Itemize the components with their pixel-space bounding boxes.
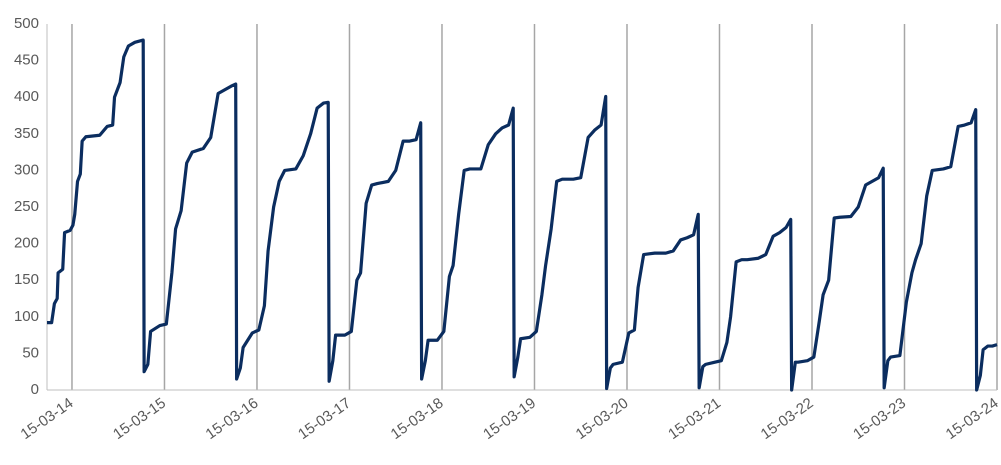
- x-tick-label: 15-03-23: [850, 395, 909, 443]
- y-tick-label: 200: [14, 235, 39, 252]
- x-tick-label: 15-03-19: [480, 395, 539, 443]
- x-tick-label: 15-03-24: [943, 395, 1001, 443]
- x-tick-label: 15-03-15: [110, 395, 169, 443]
- x-tick-label: 15-03-18: [388, 395, 447, 443]
- x-tick-label: 15-03-22: [758, 395, 817, 443]
- y-tick-label: 0: [31, 381, 39, 398]
- x-tick-label: 15-03-21: [665, 395, 724, 443]
- x-tick-label: 15-03-16: [203, 395, 262, 443]
- data-line: [47, 38, 998, 392]
- y-tick-label: 350: [14, 125, 39, 142]
- y-tick-label: 50: [22, 344, 39, 361]
- y-tick-label: 450: [14, 52, 39, 69]
- y-tick-label: 100: [14, 308, 39, 325]
- y-tick-label: 250: [14, 198, 39, 215]
- x-tick-label: 15-03-17: [295, 395, 354, 443]
- x-tick-label: 15-03-14: [18, 395, 77, 443]
- y-tick-label: 150: [14, 271, 39, 288]
- y-tick-label: 300: [14, 161, 39, 178]
- y-tick-label: 400: [14, 88, 39, 105]
- y-tick-label: 500: [14, 15, 39, 32]
- x-tick-label: 15-03-20: [573, 395, 632, 443]
